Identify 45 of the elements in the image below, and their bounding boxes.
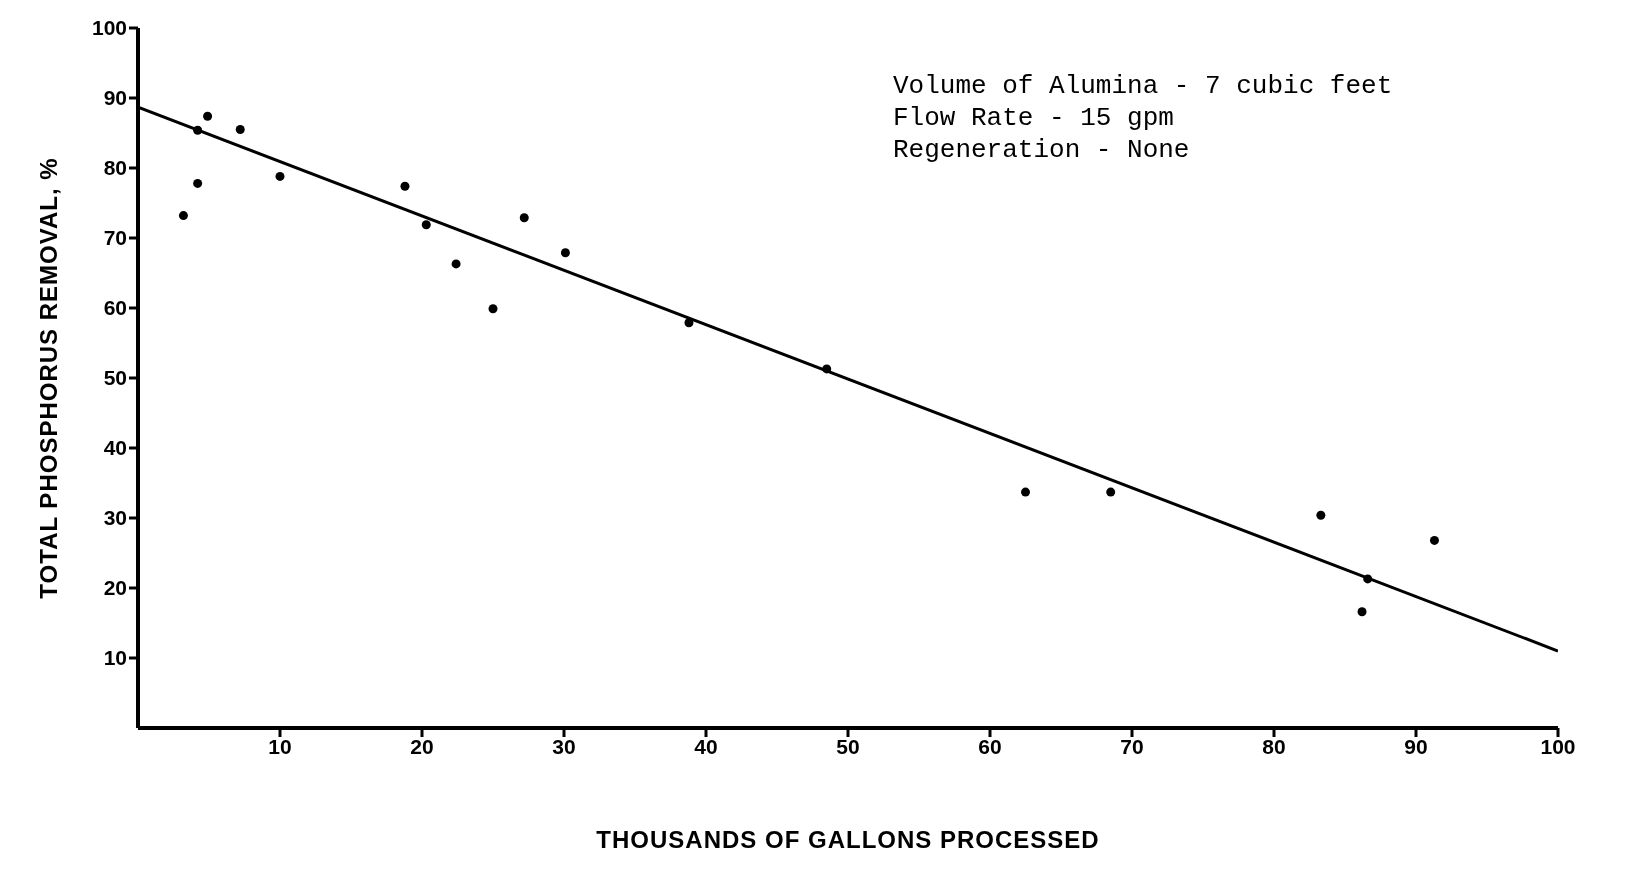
x-tick-label: 20 (410, 734, 434, 758)
annotation: Volume of Alumina - 7 cubic feet (893, 70, 1393, 102)
annotation: Regeneration - None (893, 134, 1191, 166)
x-tick-label: 90 (1404, 734, 1428, 758)
point (421, 220, 431, 230)
point (684, 318, 694, 328)
point (488, 304, 498, 314)
y-tick-label: 10 (103, 646, 127, 670)
x-tick-label: 100 (1540, 734, 1576, 758)
y-tick-label: 70 (103, 226, 127, 250)
point (519, 213, 529, 223)
x-tick-label: 30 (552, 734, 576, 758)
y-tick-label: 90 (103, 86, 127, 110)
y-tick-label: 20 (103, 576, 127, 600)
point (203, 111, 213, 121)
x-tick-label: 70 (1120, 734, 1144, 758)
y-tick-label: 30 (103, 506, 127, 530)
annotation: Flow Rate - 15 gpm (893, 102, 1175, 134)
y-tick-label: 80 (103, 156, 127, 180)
point (400, 181, 410, 191)
point (1363, 574, 1373, 584)
y-tick-label: 50 (103, 366, 127, 390)
x-tick-label: 50 (836, 734, 860, 758)
point (1316, 510, 1326, 520)
x-axis-title: THOUSANDS OF GALLONS PROCESSED (596, 826, 1100, 853)
point (193, 125, 203, 135)
y-tick-label: 100 (91, 16, 127, 40)
point (193, 178, 203, 188)
point (178, 211, 188, 221)
x-tick-label: 40 (694, 734, 718, 758)
point (1021, 487, 1030, 497)
point (560, 248, 570, 258)
x-tick-label: 80 (1262, 734, 1286, 758)
y-tick-label: 60 (103, 296, 127, 320)
x-tick-label: 60 (978, 734, 1002, 758)
point (1429, 535, 1439, 545)
point (275, 171, 285, 181)
point (1106, 487, 1116, 497)
y-tick-label: 40 (103, 436, 127, 460)
point (235, 125, 245, 134)
point (451, 259, 461, 269)
point (1357, 607, 1367, 617)
y-axis-title: TOTAL PHOSPHORUS REMOVAL, % (34, 157, 62, 599)
point (822, 364, 832, 374)
x-tick-label: 10 (268, 734, 292, 758)
